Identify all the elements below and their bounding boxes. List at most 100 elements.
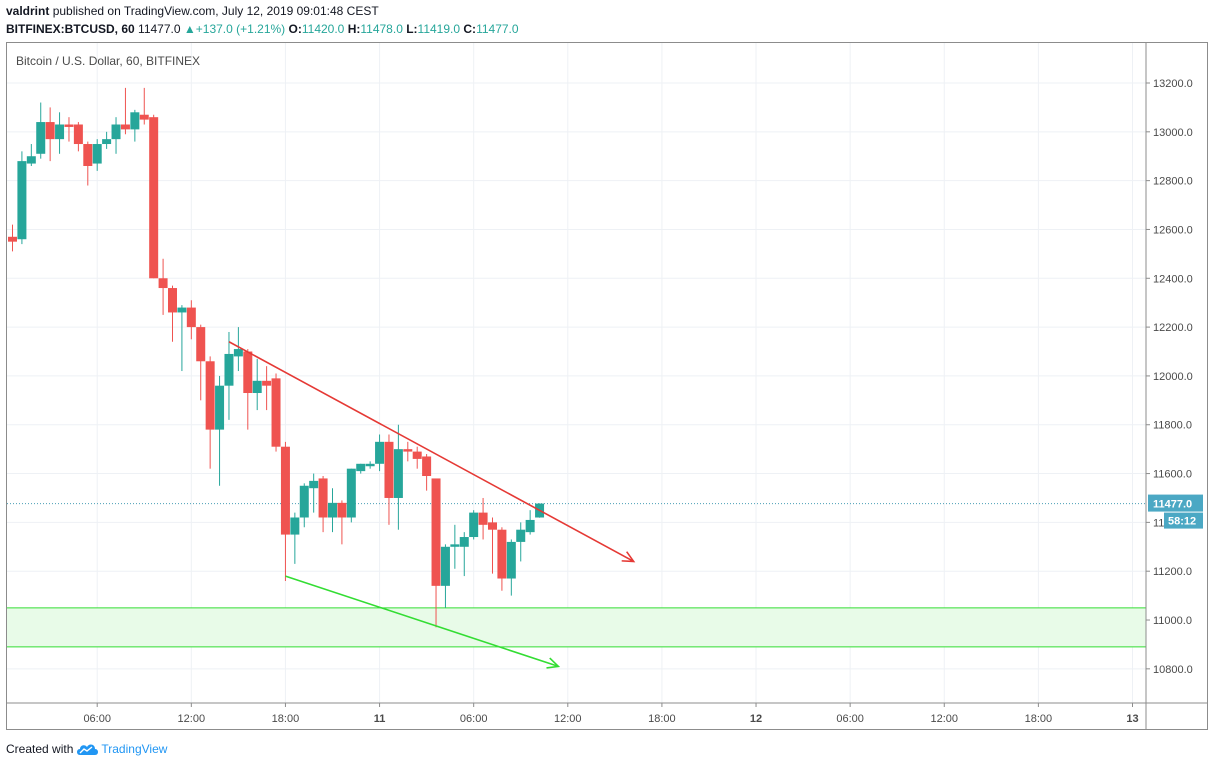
chart-frame[interactable] xyxy=(6,42,1208,730)
time-axis-label: 18:00 xyxy=(648,713,676,725)
candle-down[interactable] xyxy=(478,512,488,525)
candle-down[interactable] xyxy=(8,236,17,242)
candle-down[interactable] xyxy=(186,307,196,328)
candle-down[interactable] xyxy=(403,449,413,452)
tradingview-brand: TradingView xyxy=(101,742,168,756)
price-axis-label: 12000.0 xyxy=(1153,371,1193,383)
footer: Created with TradingView xyxy=(6,742,167,756)
candle-down[interactable] xyxy=(196,327,206,362)
candle-up[interactable] xyxy=(450,544,460,547)
tradingview-cloud-icon xyxy=(77,744,99,755)
close-label: C: xyxy=(463,22,477,36)
time-axis-label: 18:00 xyxy=(1025,713,1053,725)
time-axis-label: 06:00 xyxy=(460,713,488,725)
support-trendline-arrow-icon xyxy=(546,657,561,669)
candle-down[interactable] xyxy=(271,378,281,447)
candle-down[interactable] xyxy=(497,529,507,579)
candle-up[interactable] xyxy=(55,124,65,140)
high-value: 11478.0 xyxy=(360,22,403,36)
low-label: L: xyxy=(406,22,418,36)
candle-up[interactable] xyxy=(224,353,234,386)
candle-up[interactable] xyxy=(130,112,140,130)
candle-down[interactable] xyxy=(139,114,149,120)
candle-up[interactable] xyxy=(26,156,36,164)
candle-down[interactable] xyxy=(384,441,394,498)
candle-down[interactable] xyxy=(64,124,74,127)
candle-up[interactable] xyxy=(309,480,319,489)
candle-down[interactable] xyxy=(488,522,497,530)
time-axis-label: 12 xyxy=(750,713,762,725)
candle-down[interactable] xyxy=(168,288,177,313)
candle-up[interactable] xyxy=(459,537,469,547)
candle-up[interactable] xyxy=(177,307,187,313)
price-axis-background xyxy=(1146,43,1207,729)
tradingview-logo[interactable]: TradingView xyxy=(76,742,167,756)
high-label: H: xyxy=(347,22,361,36)
candle-up[interactable] xyxy=(233,349,243,357)
time-axis-label: 12:00 xyxy=(930,713,958,725)
open-label: O: xyxy=(288,22,302,36)
candle-down[interactable] xyxy=(262,380,272,386)
price-axis-label: 13000.0 xyxy=(1153,127,1193,139)
time-axis-label: 11 xyxy=(374,713,386,725)
resistance-trendline[interactable] xyxy=(228,341,635,563)
candle-down[interactable] xyxy=(73,124,83,145)
created-with-text: Created with xyxy=(6,742,74,756)
candle-up[interactable] xyxy=(17,161,27,240)
candle-down[interactable] xyxy=(120,124,130,130)
support-zone xyxy=(7,607,1146,647)
resistance-trendline-arrow-icon xyxy=(621,551,636,563)
candle-down[interactable] xyxy=(83,144,93,166)
candle-up[interactable] xyxy=(356,463,366,472)
candle-up[interactable] xyxy=(393,449,403,498)
candle-up[interactable] xyxy=(215,385,225,430)
time-axis-label: 06:00 xyxy=(836,713,864,725)
candle-down[interactable] xyxy=(337,502,347,518)
candle-up[interactable] xyxy=(36,122,46,154)
price-axis-label: 11800.0 xyxy=(1153,420,1192,432)
candle-down[interactable] xyxy=(280,446,290,535)
candle-down[interactable] xyxy=(205,361,215,430)
candle-down[interactable] xyxy=(45,122,55,140)
price-change: +137.0 (+1.21%) xyxy=(195,22,286,36)
symbol-info: BITFINEX:BTCUSD, 60 11477.0 ▲+137.0 (+1.… xyxy=(6,22,519,36)
candle-down[interactable] xyxy=(431,478,441,586)
candle-down[interactable] xyxy=(158,278,168,289)
candle-up[interactable] xyxy=(346,468,356,518)
price-axis-label: 12800.0 xyxy=(1153,176,1193,188)
price-axis-label: 11200.0 xyxy=(1153,566,1192,578)
candle-down[interactable] xyxy=(318,478,328,518)
low-value: 11419.0 xyxy=(417,22,461,36)
candle-down[interactable] xyxy=(412,451,422,459)
price-axis-label: 12400.0 xyxy=(1153,273,1193,285)
last-price: 11477.0 xyxy=(138,22,181,36)
candle-up[interactable] xyxy=(102,139,112,145)
candle-up[interactable] xyxy=(299,485,309,518)
candle-up[interactable] xyxy=(375,441,385,464)
author-name[interactable]: valdrint xyxy=(6,4,50,18)
candle-up[interactable] xyxy=(525,519,535,533)
candle-up[interactable] xyxy=(440,546,450,586)
time-axis-label: 13 xyxy=(1126,713,1138,725)
candle-down[interactable] xyxy=(243,351,253,394)
candle-up[interactable] xyxy=(328,502,337,518)
candle-up[interactable] xyxy=(111,124,121,140)
time-axis-label: 12:00 xyxy=(554,713,582,725)
candle-down[interactable] xyxy=(422,456,432,477)
candle-up[interactable] xyxy=(92,144,102,164)
time-axis-label: 06:00 xyxy=(83,713,111,725)
price-axis-label: 11000.0 xyxy=(1153,615,1192,627)
price-axis-label: 12200.0 xyxy=(1153,322,1193,334)
symbol-label: BITFINEX:BTCUSD, 60 xyxy=(6,22,135,36)
candle-up[interactable] xyxy=(252,380,262,394)
candle-up[interactable] xyxy=(290,517,300,535)
candle-down[interactable] xyxy=(149,117,159,279)
chart-title: Bitcoin / U.S. Dollar, 60, BITFINEX xyxy=(16,54,201,68)
candle-up[interactable] xyxy=(516,529,526,542)
support-trendline[interactable] xyxy=(285,575,559,668)
candle-up[interactable] xyxy=(365,463,375,467)
candle-up[interactable] xyxy=(469,512,479,538)
candle-up[interactable] xyxy=(506,541,516,579)
publish-info: valdrint published on TradingView.com, J… xyxy=(6,4,379,18)
